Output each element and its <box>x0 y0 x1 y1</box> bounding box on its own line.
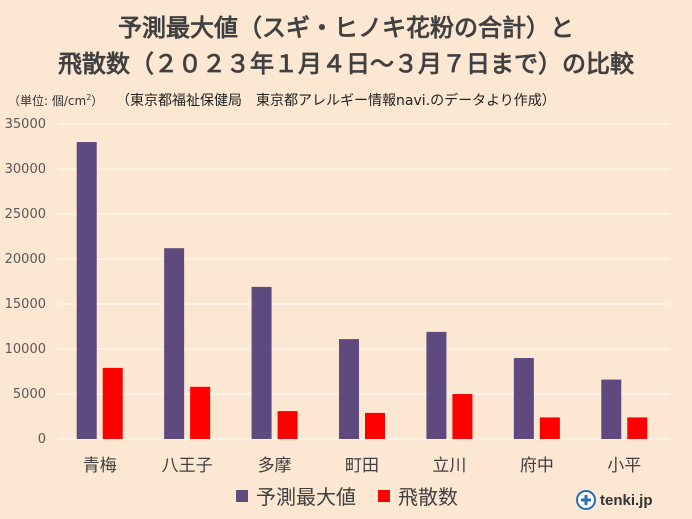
y-tick-label: 20000 <box>5 252 46 267</box>
bar-forecast-max <box>164 248 185 439</box>
chart-grid <box>58 123 670 440</box>
y-tick-label: 25000 <box>5 207 46 222</box>
y-tick-label: 30000 <box>5 162 46 177</box>
chart-bars <box>76 142 648 439</box>
bar-dispersal-count <box>365 412 385 439</box>
tenki-logo: tenki.jp <box>576 490 653 510</box>
x-category-label: 府中 <box>520 456 554 476</box>
chart-title-line-2: 飛散数（２０２３年１月４日〜３月７日まで）の比較 <box>58 50 634 78</box>
x-category-label: 青梅 <box>83 456 117 476</box>
unit-label: （単位: 個/cm2） <box>8 92 103 109</box>
bar-forecast-max <box>251 286 272 439</box>
legend-label-dispersal-count: 飛散数 <box>398 485 458 509</box>
bar-dispersal-count <box>277 411 298 439</box>
bar-dispersal-count <box>452 394 473 439</box>
bar-forecast-max <box>426 331 447 439</box>
unit-label-superscript: 2 <box>86 93 92 102</box>
x-axis-labels: 青梅 八王子 多摩 町田 立川 府中 小平 <box>83 456 642 476</box>
legend-label-forecast-max: 予測最大値 <box>256 485 356 509</box>
bar-dispersal-count <box>102 367 123 439</box>
chart-legend: 予測最大値 飛散数 <box>236 481 480 510</box>
bar-forecast-max <box>76 142 97 439</box>
bar-forecast-max <box>601 379 622 439</box>
x-category-label: 多摩 <box>258 456 292 476</box>
y-tick-label: 10000 <box>5 342 46 357</box>
x-category-label: 八王子 <box>162 456 213 476</box>
unit-label-suffix: ） <box>91 94 104 108</box>
unit-label-prefix: （単位: 個/cm <box>8 94 87 108</box>
bar-dispersal-count <box>627 417 648 439</box>
tenki-logo-text: tenki.jp <box>600 491 653 509</box>
tenki-logo-icon <box>576 490 596 510</box>
legend-item-dispersal-count: 飛散数 <box>378 481 458 510</box>
bar-forecast-max <box>513 358 534 439</box>
chart-title-line-1: 予測最大値（スギ・ヒノキ花粉の合計）と <box>118 14 574 42</box>
y-axis-ticks: 0 5000 10000 15000 20000 25000 30000 35000 <box>5 117 46 447</box>
legend-item-forecast-max: 予測最大値 <box>236 481 356 510</box>
x-category-label: 小平 <box>607 456 641 476</box>
y-tick-label: 15000 <box>5 297 46 312</box>
legend-swatch-forecast-max <box>236 489 248 502</box>
bar-dispersal-count <box>539 417 560 439</box>
y-tick-label: 5000 <box>13 387 46 402</box>
x-category-label: 町田 <box>345 456 379 476</box>
legend-swatch-dispersal-count <box>378 489 390 502</box>
source-note: （東京都福祉保健局 東京都アレルギー情報navi.のデータより作成） <box>116 93 556 109</box>
bar-forecast-max <box>339 339 359 439</box>
x-category-label: 立川 <box>432 456 466 476</box>
y-tick-label: 0 <box>38 432 46 447</box>
y-tick-label: 35000 <box>5 117 46 132</box>
bar-dispersal-count <box>190 386 211 439</box>
